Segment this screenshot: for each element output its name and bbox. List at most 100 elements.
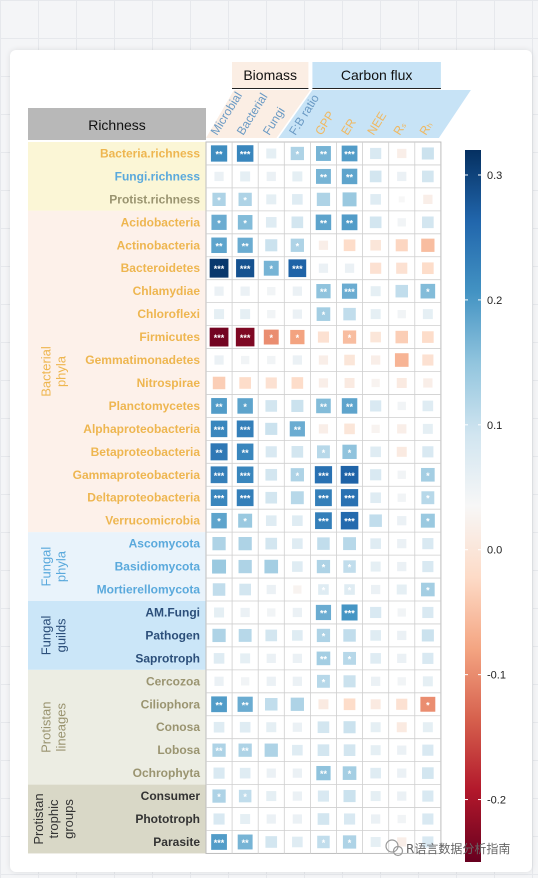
heatmap-cell xyxy=(291,446,304,458)
row-label: Bacteroidetes xyxy=(121,261,201,275)
heatmap-cell xyxy=(397,470,406,479)
significance-stars: ** xyxy=(216,241,224,251)
heatmap-cell xyxy=(317,813,330,825)
figure-card: Biomass Carbon flux Microbial Bacterial Fung… xyxy=(10,50,532,872)
significance-stars: *** xyxy=(292,264,303,274)
significance-stars: * xyxy=(243,402,247,412)
heatmap-cell xyxy=(288,259,307,278)
heatmap-cell xyxy=(422,331,434,343)
row-header-box xyxy=(28,108,206,140)
heatmap-cell xyxy=(264,559,279,574)
heatmap-cell xyxy=(397,791,407,801)
heatmap-cell xyxy=(396,377,407,388)
heatmap-cell xyxy=(214,309,225,320)
heatmap-cell xyxy=(371,676,381,686)
significance-stars: *** xyxy=(344,608,355,618)
colorbar-tick-label: 0.2 xyxy=(487,295,502,307)
heatmap-cell xyxy=(397,516,407,526)
row-label: Fungi.richness xyxy=(115,169,201,183)
heatmap-cell xyxy=(397,171,407,182)
heatmap-cell xyxy=(292,814,302,824)
heatmap-cell xyxy=(292,836,303,848)
heatmap-cell xyxy=(290,146,304,161)
heatmap-cell xyxy=(237,696,253,712)
heatmap-cell xyxy=(210,145,228,162)
heatmap-cell xyxy=(370,722,381,733)
colorbar-tick-label: 0.1 xyxy=(487,420,502,432)
heatmap-cell xyxy=(342,766,357,780)
correlation-heatmap: Biomass Carbon fluxMicrobialBacterialFung… xyxy=(28,62,510,862)
heatmap-cell xyxy=(264,743,278,757)
heatmap-cell xyxy=(340,489,359,507)
row-label: Lobosa xyxy=(157,743,200,757)
watermark-text: R语言数据分析指南 xyxy=(406,841,510,856)
heatmap-cell xyxy=(214,355,224,365)
heatmap-cell xyxy=(315,512,332,530)
heatmap-cell xyxy=(344,377,355,388)
significance-stars: ** xyxy=(242,700,250,710)
heatmap-cell xyxy=(343,790,356,803)
heatmap-cell xyxy=(214,171,224,182)
row-label: Alphaproteobacteria xyxy=(83,422,200,436)
heatmap-cell xyxy=(290,697,304,711)
heatmap-cell xyxy=(340,511,359,530)
heatmap-cell xyxy=(237,237,253,253)
heatmap-cell xyxy=(265,239,278,252)
heatmap-cell xyxy=(316,559,331,574)
heatmap-cell xyxy=(370,653,381,664)
heatmap-cell xyxy=(318,240,329,250)
heatmap-cell xyxy=(422,538,434,550)
heatmap-cell xyxy=(237,834,253,850)
heatmap-cell xyxy=(341,168,358,185)
heatmap-cell xyxy=(420,696,436,712)
heatmap-cell xyxy=(292,538,303,549)
row-label: Acidobacteria xyxy=(121,215,201,229)
heatmap-cell xyxy=(421,582,435,597)
significance-stars: * xyxy=(322,838,326,848)
heatmap-cell xyxy=(267,355,276,365)
heatmap-cell xyxy=(267,309,276,319)
heatmap-cell xyxy=(422,744,434,756)
heatmap-cell xyxy=(293,585,302,594)
heatmap-cell xyxy=(422,400,434,412)
heatmap-cell xyxy=(212,628,226,643)
heatmap-cell xyxy=(370,239,381,251)
significance-stars: *** xyxy=(344,494,355,504)
row-group-band xyxy=(28,601,206,670)
heatmap-cell xyxy=(210,443,228,461)
heatmap-cell xyxy=(211,214,227,230)
significance-stars: * xyxy=(217,517,221,527)
heatmap-cell xyxy=(397,148,407,159)
significance-stars: *** xyxy=(214,494,225,504)
heatmap-cell xyxy=(290,491,304,505)
heatmap-cell xyxy=(318,699,329,710)
heatmap-cell xyxy=(238,743,252,757)
significance-stars: *** xyxy=(344,149,355,159)
heatmap-cell xyxy=(292,768,302,778)
row-group-band xyxy=(28,669,206,785)
significance-stars: ** xyxy=(216,402,224,412)
heatmap-cell xyxy=(238,192,252,207)
heatmap-cell xyxy=(422,216,434,229)
colorbar-tick-label: -0.2 xyxy=(487,795,506,807)
row-label: Ciliophora xyxy=(141,697,201,711)
heatmap-cell xyxy=(370,561,381,572)
heatmap-cell xyxy=(397,608,406,617)
heatmap-cell xyxy=(423,194,433,204)
heatmap-cell xyxy=(422,561,434,573)
heatmap-cell xyxy=(370,331,381,343)
significance-stars: ** xyxy=(242,746,250,756)
heatmap-cell xyxy=(317,790,330,802)
heatmap-cell xyxy=(370,446,381,458)
heatmap-cell xyxy=(397,401,406,411)
significance-stars: * xyxy=(296,471,300,481)
heatmap-cell xyxy=(343,629,356,642)
significance-stars: *** xyxy=(214,333,225,343)
heatmap-cell xyxy=(210,420,228,438)
significance-stars: *** xyxy=(318,494,329,504)
heatmap-cell xyxy=(317,744,330,756)
row-label: Gammaproteobacteria xyxy=(73,468,201,482)
heatmap-cell xyxy=(369,216,382,229)
heatmap-cell xyxy=(370,538,381,549)
heatmap-cell xyxy=(341,283,358,299)
